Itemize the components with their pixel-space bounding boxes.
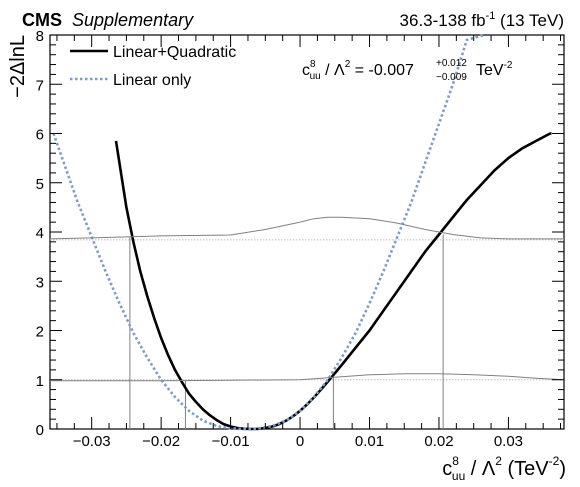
result-err-down: −0.009 <box>436 72 467 83</box>
y-tick-label-3: 3 <box>36 274 44 291</box>
result-err-up: +0.012 <box>436 58 467 69</box>
result-value: = -0.007 <box>350 62 414 79</box>
result-lhs-mid: / Λ <box>321 62 345 79</box>
x-tick-label-6: 0.03 <box>494 433 523 450</box>
cms-experiment: CMS <box>22 10 62 30</box>
lumi-label: 36.3-138 fb-1 (13 TeV) <box>400 10 564 30</box>
x-label-mid-sup: 2 <box>495 454 502 468</box>
x-label-unit: (TeV <box>502 458 549 480</box>
y-tick-label-7: 7 <box>36 77 44 94</box>
legend: Linear+Quadratic Linear only <box>70 44 236 89</box>
lumi-suffix: (13 TeV) <box>495 11 564 30</box>
x-tick-label-0: −0.03 <box>73 433 111 450</box>
result-lhs-sup: 8 <box>310 59 316 70</box>
cms-label: CMS Supplementary <box>22 10 194 30</box>
series-threshold-lower <box>50 373 565 382</box>
result-unit: TeV-2 <box>476 60 513 79</box>
axis-ticks: −0.03 −0.02 −0.01 0 0.01 0.02 0.03 0 1 2 3 4 5 6 7 8 <box>36 28 564 450</box>
x-label-base: c <box>442 458 452 480</box>
x-tick-label-5: 0.02 <box>424 433 453 450</box>
lumi-sup: -1 <box>486 10 496 22</box>
result-annotation: c8 uu / Λ2 = -0.007 <box>302 59 414 82</box>
result-lhs-sub: uu <box>310 71 321 82</box>
legend-label-linear: Linear only <box>113 72 191 89</box>
result-unit-base: TeV <box>476 62 504 79</box>
y-tick-label-5: 5 <box>36 176 44 193</box>
x-label-sub: uu <box>452 469 465 483</box>
plot-frame <box>49 34 565 430</box>
x-label-unit-sup: -2 <box>549 454 560 468</box>
legend-label-quad: Linear+Quadratic <box>113 44 236 61</box>
result-lhs-mid-sup: 2 <box>345 59 351 70</box>
result-unit-sup: -2 <box>504 60 513 71</box>
y-tick-label-0: 0 <box>36 422 44 439</box>
y-tick-label-2: 2 <box>36 324 44 341</box>
series-linear-only <box>52 33 485 431</box>
x-tick-label-4: 0.01 <box>355 433 384 450</box>
y-tick-label-8: 8 <box>36 28 44 45</box>
series-linear-quadratic <box>114 132 552 431</box>
y-tick-label-6: 6 <box>36 127 44 144</box>
x-tick-label-3: 0 <box>296 433 304 450</box>
guide-lines <box>50 234 564 429</box>
y-tick-label-1: 1 <box>36 373 44 390</box>
cms-tag: Supplementary <box>72 10 194 30</box>
y-tick-label-4: 4 <box>36 225 44 242</box>
result-lhs-base: c <box>302 62 310 79</box>
x-tick-label-2: −0.01 <box>212 433 250 450</box>
x-label-sup: 8 <box>452 454 459 468</box>
lumi-main: 36.3-138 fb <box>400 11 486 30</box>
y-axis-label: −2ΔlnL <box>7 35 29 98</box>
x-axis-label: c8 uu / Λ2 (TeV-2) <box>442 454 566 483</box>
series-group <box>49 33 565 431</box>
x-tick-label-1: −0.02 <box>142 433 180 450</box>
x-label-close: ) <box>559 458 566 480</box>
series-threshold-upper <box>49 216 564 240</box>
x-label-mid: / Λ <box>465 458 496 480</box>
